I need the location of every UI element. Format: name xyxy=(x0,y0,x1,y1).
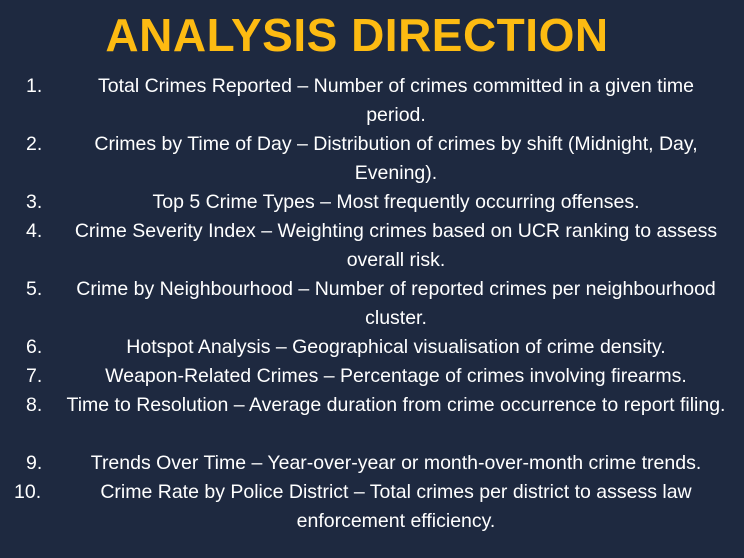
item-text: Total Crimes Reported – Number of crimes… xyxy=(97,75,695,126)
item-text: Trends Over Time – Year-over-year or mon… xyxy=(90,452,702,474)
item-number: 10. xyxy=(14,481,42,503)
item-number: 5. xyxy=(26,278,43,300)
list-item: 7. Weapon-Related Crimes – Percentage of… xyxy=(0,362,744,391)
list-item: 3. Top 5 Crime Types – Most frequently o… xyxy=(0,188,744,217)
item-number: 4. xyxy=(26,220,43,242)
item-text: Hotspot Analysis – Geographical visualis… xyxy=(126,336,666,358)
analysis-list: 1. Total Crimes Reported – Number of cri… xyxy=(0,72,744,536)
item-text: Time to Resolution – Average duration fr… xyxy=(66,394,726,416)
list-item: 5. Crime by Neighbourhood – Number of re… xyxy=(0,275,744,333)
item-text: Crimes by Time of Day – Distribution of … xyxy=(94,133,698,184)
item-number: 2. xyxy=(26,133,43,155)
list-item: 4. Crime Severity Index – Weighting crim… xyxy=(0,217,744,275)
item-number: 8. xyxy=(26,394,43,416)
list-item: 1. Total Crimes Reported – Number of cri… xyxy=(0,72,744,130)
list-item: 8. Time to Resolution – Average duration… xyxy=(0,391,744,449)
item-number: 1. xyxy=(26,75,43,97)
item-text: Crime Severity Index – Weighting crimes … xyxy=(74,220,718,271)
slide-title: ANALYSIS DIRECTION xyxy=(105,9,609,61)
list-item: 10. Crime Rate by Police District – Tota… xyxy=(0,478,744,536)
item-text: Crime Rate by Police District – Total cr… xyxy=(100,481,692,532)
item-number: 7. xyxy=(26,365,43,387)
list-item: 2. Crimes by Time of Day – Distribution … xyxy=(0,130,744,188)
item-text: Weapon-Related Crimes – Percentage of cr… xyxy=(105,365,687,387)
item-number: 3. xyxy=(26,191,43,213)
item-number: 6. xyxy=(26,336,43,358)
item-text: Crime by Neighbourhood – Number of repor… xyxy=(76,278,716,329)
list-item: 9. Trends Over Time – Year-over-year or … xyxy=(0,449,744,478)
item-number: 9. xyxy=(26,452,43,474)
list-item: 6. Hotspot Analysis – Geographical visua… xyxy=(0,333,744,362)
item-text: Top 5 Crime Types – Most frequently occu… xyxy=(152,191,640,213)
